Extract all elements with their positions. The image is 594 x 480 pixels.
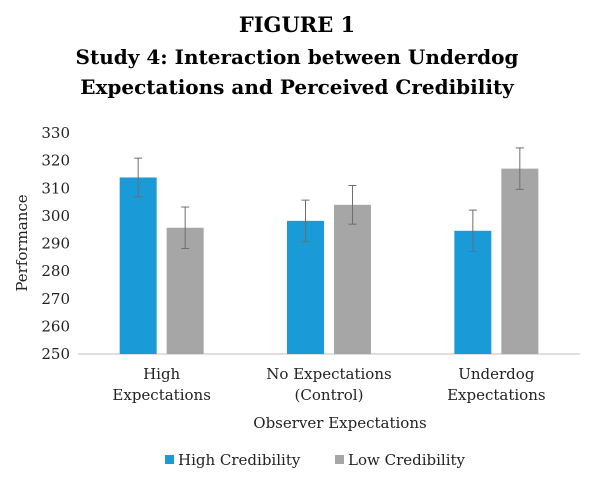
y-tick-label: 320 [41, 152, 70, 170]
x-axis: High Expectations No Expectations (Control)… [112, 365, 545, 404]
y-tick-label: 260 [41, 317, 70, 335]
y-tick-label: 330 [41, 124, 70, 142]
y-tick-label: 290 [41, 235, 70, 253]
y-axis: 250 260 270 280 290 300 310 320 330 [41, 124, 70, 363]
bar [334, 204, 371, 354]
figure-label: FIGURE 1 [238, 12, 356, 37]
y-tick-label: 280 [41, 262, 70, 280]
bars [119, 168, 539, 354]
x-category-label: Expectations [447, 386, 545, 404]
x-category-label: Underdog [458, 365, 535, 383]
x-category-label: High [143, 365, 180, 383]
x-category-label: (Control) [295, 386, 364, 404]
y-tick-label: 270 [41, 290, 70, 308]
error-bars [134, 147, 524, 253]
bar [119, 177, 157, 354]
bar [287, 220, 324, 354]
x-category-label: No Expectations [266, 365, 391, 383]
legend-label: Low Credibility [348, 451, 466, 469]
legend-swatch [335, 455, 344, 464]
legend-label: High Credibility [178, 451, 301, 469]
y-axis-label: Performance [13, 194, 31, 291]
chart-title-line1: Study 4: Interaction between Underdog [75, 45, 519, 69]
legend: High Credibility Low Credibility [165, 451, 466, 469]
y-tick-label: 250 [41, 345, 70, 363]
x-axis-label: Observer Expectations [253, 414, 426, 432]
chart-title: Study 4: Interaction between Underdog Ex… [0, 42, 594, 102]
legend-swatch [165, 455, 174, 464]
y-tick-label: 300 [41, 207, 70, 225]
x-category-label: Expectations [112, 386, 210, 404]
y-tick-label: 310 [41, 179, 70, 197]
bar [501, 168, 539, 354]
chart-title-line2: Expectations and Perceived Credibility [80, 75, 514, 99]
